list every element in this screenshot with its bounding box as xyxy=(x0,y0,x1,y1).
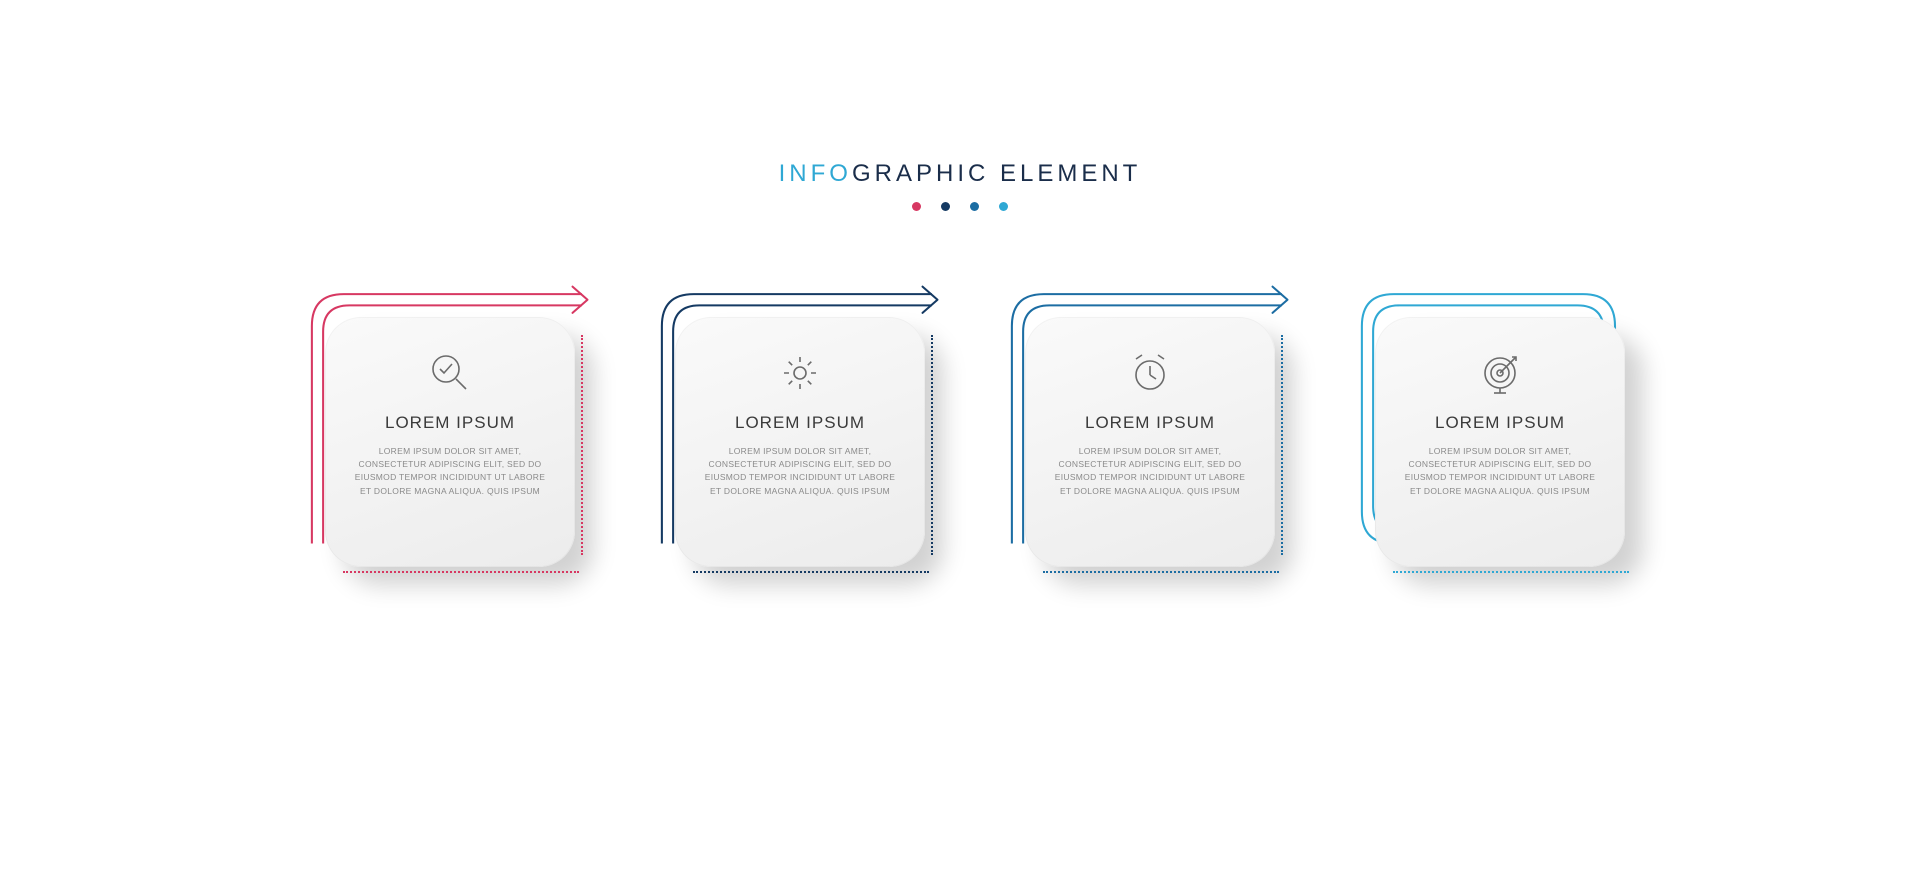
step-card: LOREM IPSUM LOREM IPSUM DOLOR SIT AMET, … xyxy=(325,317,575,567)
step-body: LOREM IPSUM DOLOR SIT AMET, CONSECTETUR … xyxy=(1051,445,1249,498)
dotted-border xyxy=(931,335,933,555)
dotted-border xyxy=(693,571,929,573)
alarm-clock-icon xyxy=(1126,349,1174,397)
title-suffix: GRAPHIC ELEMENT xyxy=(852,160,1141,187)
title-prefix: INFO xyxy=(779,160,852,187)
gear-icon xyxy=(776,349,824,397)
step-1: LOREM IPSUM LOREM IPSUM DOLOR SIT AMET, … xyxy=(295,271,575,591)
magnifier-check-icon xyxy=(426,349,474,397)
step-card: LOREM IPSUM LOREM IPSUM DOLOR SIT AMET, … xyxy=(1375,317,1625,567)
dotted-border xyxy=(581,335,583,555)
accent-dots xyxy=(912,202,1008,211)
step-card: LOREM IPSUM LOREM IPSUM DOLOR SIT AMET, … xyxy=(675,317,925,567)
step-body: LOREM IPSUM DOLOR SIT AMET, CONSECTETUR … xyxy=(701,445,899,498)
page-title: INFOGRAPHIC ELEMENT xyxy=(779,160,1142,188)
dotted-border xyxy=(343,571,579,573)
infographic-steps: LOREM IPSUM LOREM IPSUM DOLOR SIT AMET, … xyxy=(295,271,1625,591)
dotted-border xyxy=(1393,571,1629,573)
step-2: LOREM IPSUM LOREM IPSUM DOLOR SIT AMET, … xyxy=(645,271,925,591)
step-3: LOREM IPSUM LOREM IPSUM DOLOR SIT AMET, … xyxy=(995,271,1275,591)
step-title: LOREM IPSUM xyxy=(385,413,515,433)
step-body: LOREM IPSUM DOLOR SIT AMET, CONSECTETUR … xyxy=(351,445,549,498)
accent-dot xyxy=(999,202,1008,211)
step-title: LOREM IPSUM xyxy=(735,413,865,433)
accent-dot xyxy=(912,202,921,211)
step-card: LOREM IPSUM LOREM IPSUM DOLOR SIT AMET, … xyxy=(1025,317,1275,567)
step-title: LOREM IPSUM xyxy=(1435,413,1565,433)
step-body: LOREM IPSUM DOLOR SIT AMET, CONSECTETUR … xyxy=(1401,445,1599,498)
accent-dot xyxy=(970,202,979,211)
dotted-border xyxy=(1043,571,1279,573)
accent-dot xyxy=(941,202,950,211)
dotted-border xyxy=(1281,335,1283,555)
step-4: LOREM IPSUM LOREM IPSUM DOLOR SIT AMET, … xyxy=(1345,271,1625,591)
step-title: LOREM IPSUM xyxy=(1085,413,1215,433)
target-icon xyxy=(1476,349,1524,397)
